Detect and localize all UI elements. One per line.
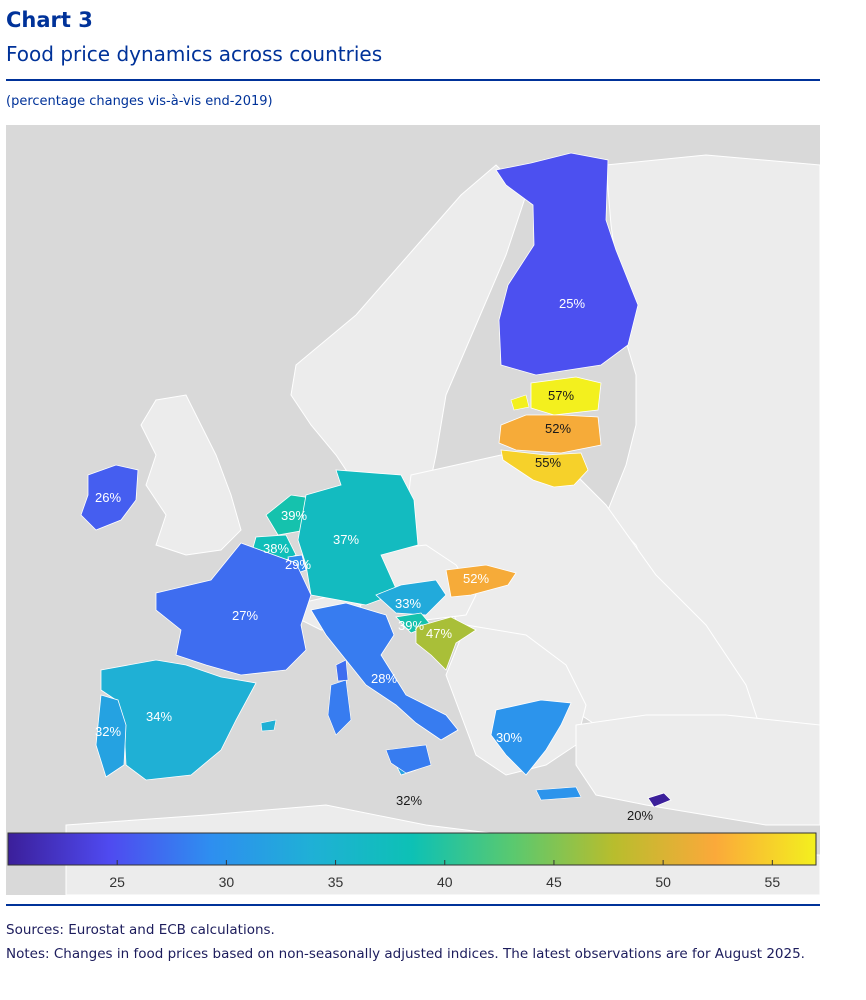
region-lithuania [500, 449, 589, 488]
region-italy [310, 602, 459, 741]
label-spain: 34% [146, 709, 172, 724]
europe-map: 25% 57% 52% 55% 26% 39% 38% 29% 37% 27% … [7, 152, 820, 895]
label-slovenia: 39% [398, 618, 424, 633]
title-rule [6, 79, 820, 81]
colorbar-tick-label: 25 [109, 874, 125, 890]
map-panel: 25% 57% 52% 55% 26% 39% 38% 29% 37% 27% … [6, 125, 820, 895]
label-lithuania: 55% [535, 455, 561, 470]
island-sardinia [327, 679, 352, 736]
land-scandinavia [290, 164, 527, 546]
island-mallorca [260, 719, 277, 732]
chart-number: Chart 3 [6, 8, 93, 32]
land-turkey [575, 714, 820, 826]
region-portugal [95, 694, 127, 778]
region-ireland [80, 464, 139, 531]
label-malta: 32% [396, 793, 422, 808]
label-belgium: 38% [263, 541, 289, 556]
colorbar-tick-label: 35 [328, 874, 344, 890]
region-germany [297, 469, 419, 606]
label-luxembourg: 29% [285, 557, 311, 572]
label-italy: 28% [371, 671, 397, 686]
island-corsica [335, 659, 349, 682]
footer: Sources: Eurostat and ECB calculations. … [6, 918, 816, 966]
label-greece: 30% [496, 730, 522, 745]
notes: Notes: Changes in food prices based on n… [6, 946, 805, 962]
label-estonia: 57% [548, 388, 574, 403]
label-germany: 37% [333, 532, 359, 547]
chart-title: Food price dynamics across countries [6, 42, 383, 66]
colorbar-tick-label: 50 [655, 874, 671, 890]
chart-subtitle: (percentage changes vis-à-vis end-2019) [6, 94, 273, 109]
island-saaremaa [510, 394, 530, 411]
label-latvia: 52% [545, 421, 571, 436]
region-estonia [530, 376, 602, 416]
region-latvia [498, 414, 602, 454]
region-france [155, 542, 312, 676]
label-ireland: 26% [95, 490, 121, 505]
footer-rule [6, 904, 820, 906]
region-cyprus [647, 792, 672, 808]
region-slovakia [445, 564, 517, 598]
region-finland [495, 152, 639, 376]
label-france: 27% [232, 608, 258, 623]
colorbar-tick-label: 30 [219, 874, 235, 890]
colorbar [7, 832, 817, 866]
island-crete [535, 786, 582, 801]
colorbar-tick-label: 55 [765, 874, 781, 890]
label-finland: 25% [559, 296, 585, 311]
colorbar-tick-label: 45 [546, 874, 562, 890]
sources-note: Sources: Eurostat and ECB calculations. [6, 922, 275, 938]
label-cyprus: 20% [627, 808, 653, 823]
colorbar-tick-label: 40 [437, 874, 453, 890]
label-portugal: 32% [95, 724, 121, 739]
label-croatia: 47% [426, 626, 452, 641]
label-austria: 33% [395, 596, 421, 611]
region-croatia [415, 616, 477, 671]
region-austria [375, 579, 447, 616]
label-netherlands: 39% [281, 508, 307, 523]
island-sicily [385, 744, 432, 774]
region-greece [490, 699, 572, 776]
land-great-britain [140, 394, 242, 556]
label-slovakia: 52% [463, 571, 489, 586]
